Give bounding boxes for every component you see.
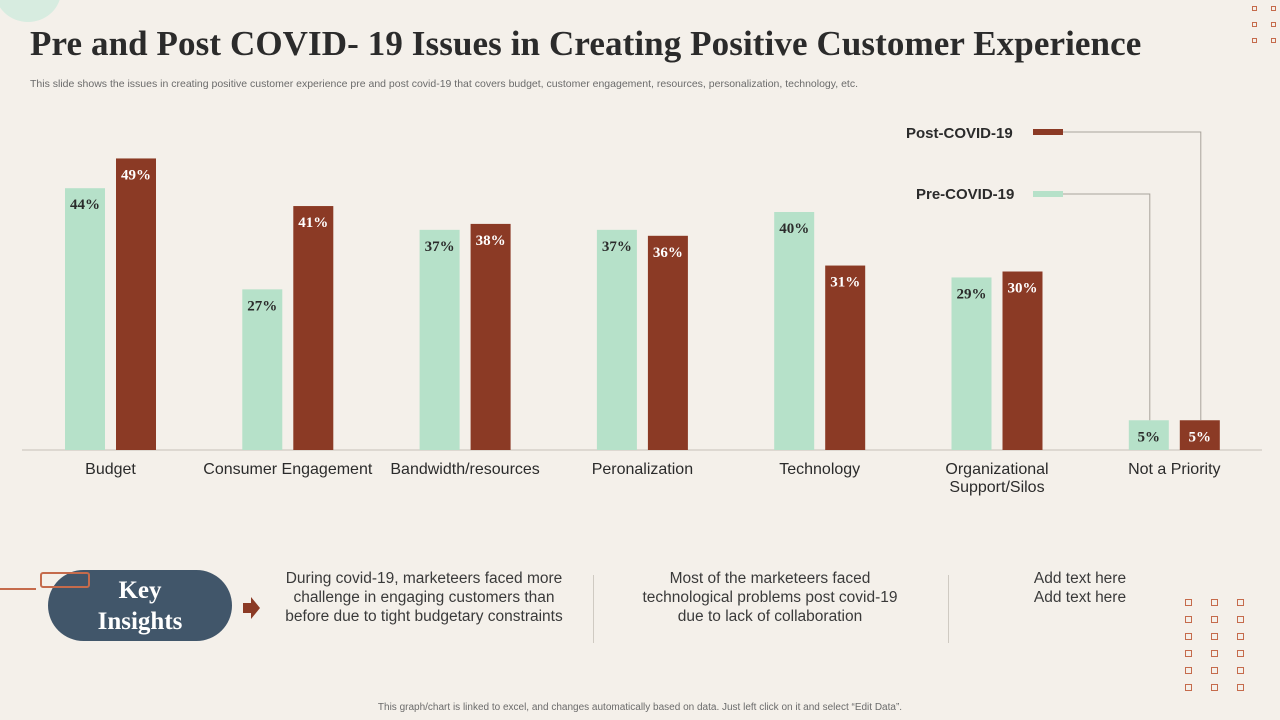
- data-label-pre-1: 44%: [70, 197, 100, 213]
- data-label-post-1: 49%: [121, 167, 151, 183]
- data-label-post-7: 5%: [1189, 429, 1212, 445]
- legend-label-post: Post-COVID-19: [906, 125, 1013, 142]
- bar-pre-3: [419, 229, 460, 450]
- bar-chart: 44% 49% Budget 27% 41% Consumer Engagement 37%…: [22, 129, 1262, 496]
- key-insights-tab: [40, 572, 90, 588]
- category-label-1: Budget: [85, 461, 136, 478]
- legend-label-pre: Pre-COVID-19: [916, 186, 1015, 203]
- key-insights-heading: Key Insights: [48, 570, 232, 641]
- decorative-dot-grid-top: [1252, 6, 1276, 43]
- bar-post-2: [293, 206, 334, 450]
- data-label-pre-6: 29%: [957, 286, 987, 302]
- category-label-6: Organizational Support/Silos: [945, 461, 1048, 496]
- data-label-pre-5: 40%: [779, 221, 809, 237]
- bar-post-4: [647, 235, 688, 450]
- legend-leader-pre: [1063, 193, 1151, 421]
- category-label-2: Consumer Engagement: [203, 461, 373, 478]
- data-label-pre-7: 5%: [1138, 429, 1161, 445]
- insight-text-1: During covid-19, marketeers faced more c…: [285, 570, 563, 625]
- bar-pre-5: [774, 212, 815, 450]
- bar-pre-1: [65, 188, 105, 450]
- decorative-circle: [0, 0, 61, 22]
- bar-pre-6: [951, 277, 992, 450]
- bar-post-5: [825, 265, 866, 450]
- bar-post-1: [116, 158, 156, 450]
- data-label-pre-3: 37%: [425, 239, 455, 255]
- key-insights-connector-line: [0, 588, 36, 590]
- bar-pre-7: [1128, 420, 1169, 450]
- legend-leader-post: [1063, 131, 1202, 421]
- slide-title: Pre and Post COVID- 19 Issues in Creatin…: [30, 24, 1142, 63]
- bar-pre-2: [242, 289, 283, 450]
- category-label-3: Bandwidth/resources: [390, 461, 539, 478]
- category-label-5: Technology: [779, 461, 860, 478]
- bar-post-3: [470, 223, 511, 450]
- insight-text-2: Most of the marketeers faced technologic…: [642, 570, 898, 625]
- bar-post-6: [1002, 271, 1043, 450]
- legend-swatch-pre: [1033, 191, 1063, 197]
- arrow-right-icon: [243, 597, 260, 619]
- data-label-pre-4: 37%: [602, 239, 632, 255]
- data-label-pre-2: 27%: [247, 298, 277, 314]
- category-label-7: Not a Priority: [1128, 461, 1220, 478]
- legend-swatch-post: [1033, 129, 1063, 135]
- insight-text-3: Add text here Add text here: [1033, 570, 1127, 606]
- insight-divider-1: [593, 575, 594, 643]
- data-label-post-4: 36%: [653, 245, 683, 261]
- category-label-4: Peronalization: [592, 461, 693, 478]
- slide-subtitle: This slide shows the issues in creating …: [30, 78, 858, 90]
- bar-post-7: [1179, 420, 1220, 450]
- data-label-post-6: 30%: [1008, 281, 1038, 297]
- insight-divider-2: [948, 575, 949, 643]
- key-insights-heading-text: Key Insights: [97, 577, 183, 635]
- bar-pre-4: [596, 229, 637, 450]
- decorative-dot-grid-bottom: [1185, 599, 1244, 691]
- data-label-post-5: 31%: [830, 275, 860, 291]
- data-label-post-2: 41%: [298, 215, 328, 231]
- data-label-post-3: 38%: [476, 233, 506, 249]
- footer-note: This graph/chart is linked to excel, and…: [377, 702, 903, 713]
